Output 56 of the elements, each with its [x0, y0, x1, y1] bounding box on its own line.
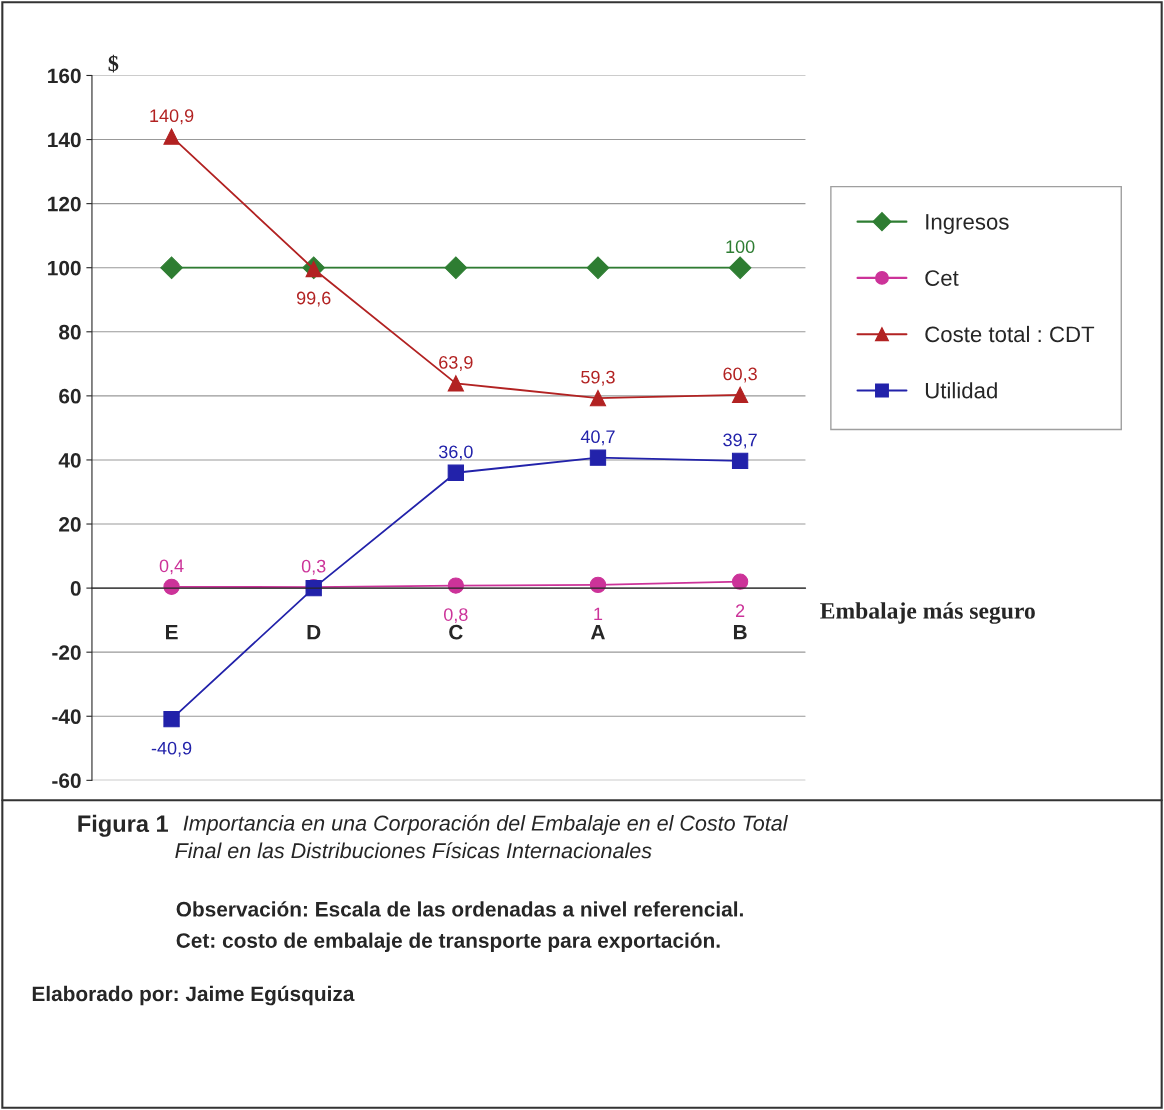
point [163, 710, 180, 728]
legend-label: Cet [925, 270, 959, 286]
x-axis-title: Embalaje más seguro [820, 602, 1035, 624]
y-tick-label: 40 [58, 452, 81, 468]
text: Figura 1 [78, 814, 168, 837]
data-label: 0,3 [301, 559, 326, 575]
y-tick-label: 60 [59, 388, 81, 404]
text: Final en las Distribuciones Físicas Internacionales [175, 842, 652, 859]
data-label: -40,9 [151, 741, 192, 757]
y-tick-label: 80 [59, 324, 81, 340]
point [444, 256, 468, 280]
data-label: 36,0 [438, 445, 473, 461]
data-label: 99,6 [296, 291, 331, 307]
data-label: 140,9 [150, 109, 194, 125]
x-tick-label: E [166, 624, 178, 640]
data-label: 2 [735, 604, 745, 617]
data-label: 39,7 [723, 433, 757, 449]
legend-label: Coste total : CDT [925, 325, 1095, 343]
data-label: 0,8 [443, 608, 468, 624]
y-tick-label: 140 [48, 132, 81, 148]
y-tick-label: 100 [48, 260, 81, 276]
y-tick-label: 0 [70, 581, 81, 596]
y-tick-label: 160 [48, 68, 81, 84]
x-tick-label: C [449, 624, 463, 640]
point [160, 256, 183, 280]
point [447, 375, 464, 392]
text: Cet: costo de embalaje de transporte para exportación. [176, 932, 720, 952]
data-label: 100 [726, 240, 755, 254]
point [163, 128, 180, 145]
y-tick-label: 120 [48, 196, 81, 212]
y-tick-label: -40 [52, 709, 81, 725]
text: Elaborado por: Jaime Egúsquiza [32, 985, 355, 1006]
point [728, 256, 752, 280]
data-label: 60,3 [723, 367, 757, 383]
x-tick-label: D [307, 624, 321, 640]
text: Importancia en una Corporación del Embalaje en el Costo Total [183, 814, 788, 836]
data-label: 63,9 [439, 355, 473, 371]
x-tick-label: A [590, 624, 605, 640]
point [447, 464, 464, 481]
data-label: 40,7 [580, 430, 615, 446]
point [731, 386, 749, 404]
y-tick-label: -60 [52, 773, 81, 789]
point [589, 389, 607, 407]
text: Observación: Escala de las ordenadas a nivel referencial. [176, 901, 743, 917]
data-label: 1 [594, 607, 603, 621]
data-label: 0,4 [159, 559, 184, 575]
y-tick-label: 20 [59, 517, 81, 532]
data-label: 59,3 [581, 370, 615, 386]
legend-label: Utilidad [925, 382, 997, 399]
x-tick-label: B [733, 624, 747, 640]
point [589, 449, 607, 466]
legend-label: Ingresos [926, 214, 1009, 235]
point [586, 256, 610, 280]
y-axis-title: $ [108, 54, 119, 73]
y-tick-label: -20 [52, 645, 81, 660]
point [731, 452, 749, 470]
